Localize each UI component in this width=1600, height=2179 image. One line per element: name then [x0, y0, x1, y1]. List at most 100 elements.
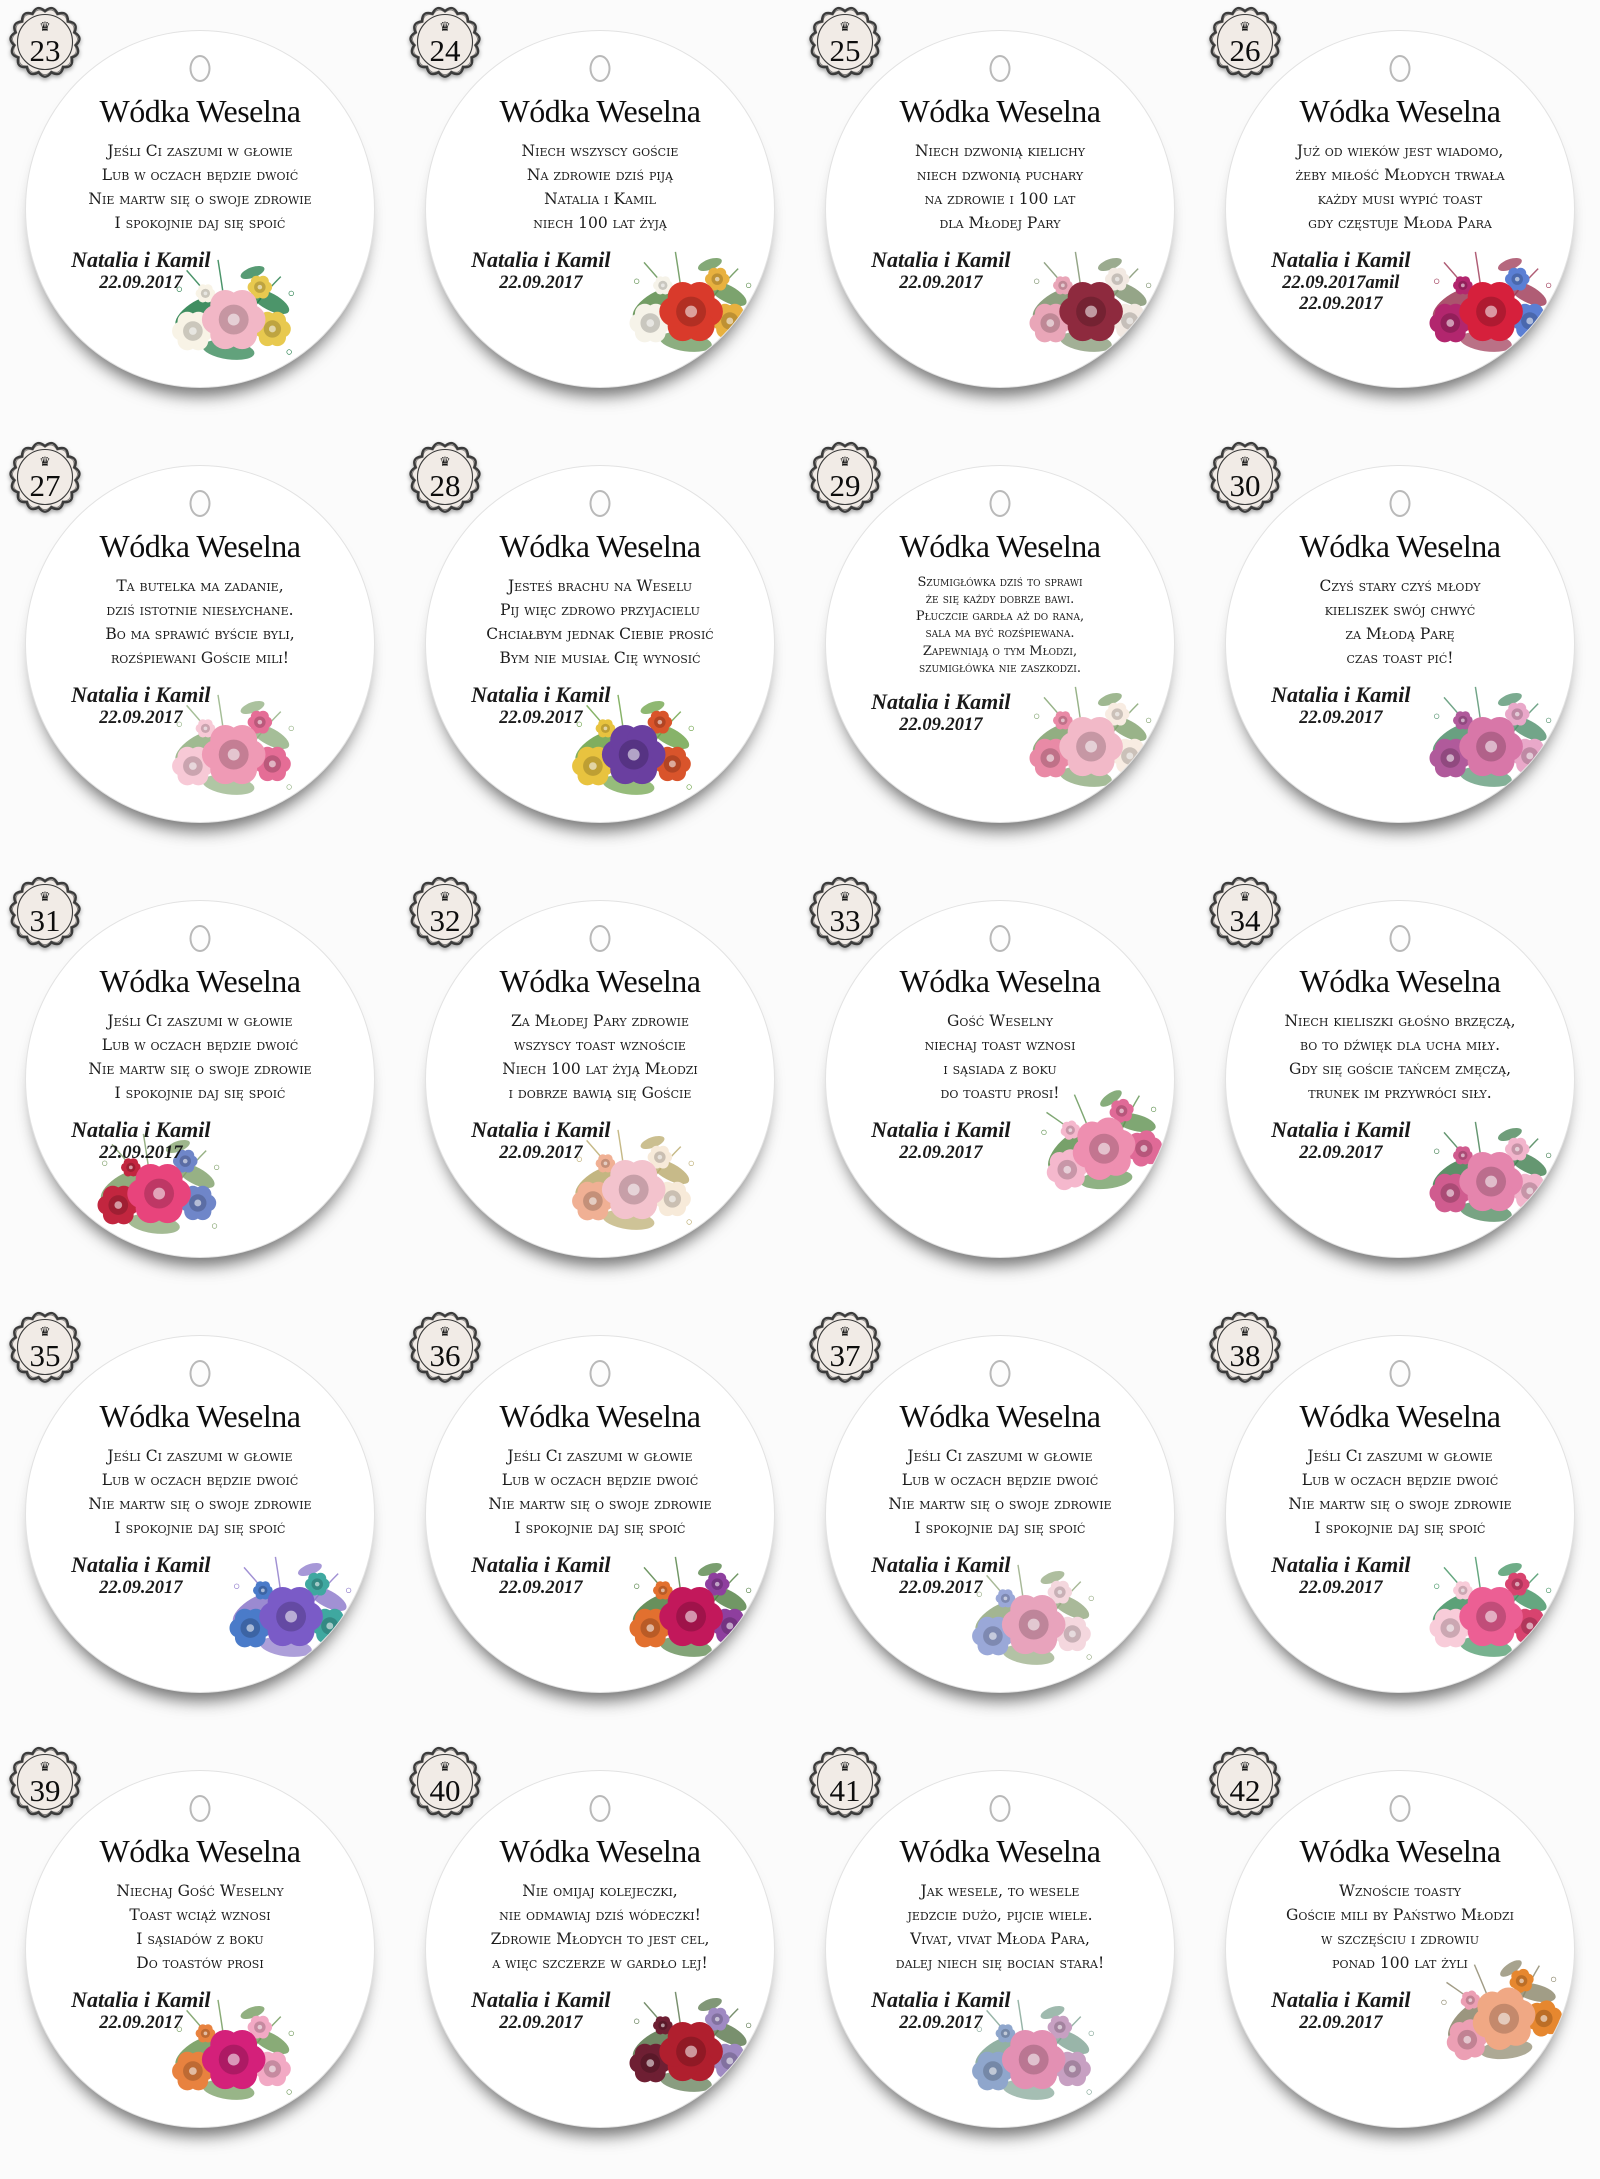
couple-names: Natalia i Kamil: [871, 688, 1011, 714]
svg-text:26: 26: [1230, 33, 1261, 68]
couple-names: Natalia i Kamil: [471, 1552, 611, 1578]
svg-text:29: 29: [830, 468, 861, 503]
wedding-date: 22.09.2017: [1299, 294, 1383, 315]
tag-title: Wódka Weselna: [1299, 1398, 1501, 1434]
svg-text:♛: ♛: [1239, 1324, 1251, 1339]
flower-bouquet-icon: [629, 1991, 752, 2092]
wedding-date: 22.09.2017: [99, 2013, 183, 2034]
poem-line: za Młodą Parę: [1345, 625, 1455, 644]
tag-disc: Wódka Weselna Czyś stary czyś młody kieli…: [1225, 465, 1575, 823]
tag-title: Wódka Weselna: [499, 1398, 701, 1434]
hang-hole-icon: [1389, 1360, 1411, 1387]
poem-line: Chciałbym jednak Ciebie prosić: [486, 625, 714, 644]
number-badge: ♛ 35: [6, 1307, 84, 1385]
couple-names: Natalia i Kamil: [871, 1117, 1011, 1143]
tag-card: ♛ 27 Wódka Weselna Ta butelka ma zadanie,…: [0, 435, 400, 870]
tag-card: ♛ 31 Wódka Weselna Jeśli Ci zaszumi w gło…: [0, 870, 400, 1305]
poem-line: Zapewniają o tym Młodzi,: [922, 643, 1078, 659]
tag-disc: Wódka Weselna Jeśli Ci zaszumi w głowie L…: [825, 1335, 1175, 1693]
wedding-date: 22.09.2017: [99, 1578, 183, 1599]
wedding-date: 22.09.2017: [499, 2013, 583, 2034]
tag-card: ♛ 29 Wódka Weselna Szumigłówka dziś to sp…: [800, 435, 1200, 870]
wedding-date: 22.09.2017: [499, 1143, 583, 1164]
tag-title: Wódka Weselna: [499, 963, 701, 999]
poem-line: Jeśli Ci zaszumi w głowie: [107, 1447, 293, 1465]
flower-bouquet-icon: [1029, 686, 1152, 787]
poem-line: dla Młodej Pary: [939, 214, 1061, 233]
svg-text:38: 38: [1230, 1338, 1261, 1373]
couple-names: Natalia i Kamil: [1271, 1552, 1411, 1578]
svg-text:♛: ♛: [839, 19, 851, 34]
tag-title: Wódka Weselna: [1299, 963, 1501, 999]
hang-hole-icon: [1389, 490, 1411, 517]
poem-line: bo to dźwięk dla ucha miły.: [1300, 1036, 1500, 1055]
signature-block: Natalia i Kamil 22.09.2017: [1226, 1987, 1456, 2034]
tag-poem: Niech wszyscy goście Na zdrowie dziś piją…: [426, 139, 774, 235]
poem-line: Niech 100 lat żyją Młodzi: [502, 1060, 698, 1079]
tag-disc: Wódka Weselna Jak wesele, to wesele jedzc…: [825, 1770, 1175, 2128]
tag-poem: Wznoście toasty Goście mili by Państwo Mł…: [1226, 1879, 1574, 1975]
poem-line: Szumigłówka dziś to sprawi: [917, 575, 1083, 590]
svg-text:42: 42: [1230, 1773, 1261, 1808]
badge-scallop-icon: ♛28: [409, 441, 481, 513]
poem-line: że się każdy dobrze bawi.: [925, 592, 1075, 608]
poem-line: trunek im przywróci siły.: [1308, 1084, 1492, 1103]
poem-line: I spokojnie daj się spoić: [1314, 1519, 1486, 1538]
tag-disc: Wódka Weselna Jesteś brachu na Weselu Pij…: [425, 465, 775, 823]
poem-line: gdy częstuje Młoda Para: [1308, 214, 1492, 233]
signature-block: Natalia i Kamil 22.09.2017: [426, 1117, 656, 1164]
poem-line: i sąsiada z boku: [943, 1060, 1057, 1079]
poem-line: sala ma być rozśpiewana.: [925, 626, 1075, 642]
poem-line: rozśpiewani Goście mili!: [111, 649, 289, 668]
poem-line: Niech dzwonią kielichy: [914, 142, 1085, 160]
poem-line: Nie omijaj kolejeczki,: [522, 1882, 678, 1900]
tag-card: ♛ 25 Wódka Weselna Niech dzwonią kielichy…: [800, 0, 1200, 435]
badge-scallop-icon: ♛31: [9, 876, 81, 948]
badge-scallop-icon: ♛40: [409, 1746, 481, 1818]
number-badge: ♛ 36: [406, 1307, 484, 1385]
tag-poem: Jesteś brachu na Weselu Pij więc zdrowo p…: [426, 574, 774, 670]
poem-line: dziś istotnie niesłychane.: [106, 601, 294, 620]
poem-line: Za Młodej Pary zdrowie: [510, 1012, 690, 1030]
flower-bouquet-icon: [1029, 251, 1152, 352]
svg-text:35: 35: [30, 1338, 61, 1373]
tag-disc: Wódka Weselna Niech wszyscy goście Na zdr…: [425, 30, 775, 388]
tag-title: Wódka Weselna: [1299, 93, 1501, 129]
tag-card: ♛ 35 Wódka Weselna Jeśli Ci zaszumi w gło…: [0, 1305, 400, 1740]
hang-hole-icon: [989, 1795, 1011, 1822]
tag-card: ♛ 42 Wódka Weselna Wznoście toasty Goście …: [1200, 1740, 1600, 2175]
poem-line: dalej niech się bocian stara!: [895, 1954, 1105, 1973]
poem-line: Na zdrowie dziś piją: [526, 166, 674, 185]
wedding-date: 22.09.2017: [899, 1143, 983, 1164]
poem-line: Jeśli Ci zaszumi w głowie: [107, 1012, 293, 1030]
svg-text:♛: ♛: [439, 454, 451, 469]
tag-title: Wódka Weselna: [99, 528, 301, 564]
wedding-date: 22.09.2017: [499, 708, 583, 729]
signature-block: Natalia i Kamil 22.09.2017: [826, 689, 1056, 736]
couple-names: Natalia i Kamil: [71, 1552, 211, 1578]
tag-card: ♛ 24 Wódka Weselna Niech wszyscy goście Na…: [400, 0, 800, 435]
number-badge: ♛ 33: [806, 872, 884, 950]
poem-line: Lub w oczach będzie dwoić: [101, 1036, 299, 1055]
tag-card: ♛ 32 Wódka Weselna Za Młodej Pary zdrowie…: [400, 870, 800, 1305]
tag-poem: Jeśli Ci zaszumi w głowie Lub w oczach bę…: [26, 139, 374, 235]
signature-block: Natalia i Kamil 22.09.2017: [826, 247, 1056, 294]
wedding-date: 22.09.2017: [899, 714, 983, 735]
flower-bouquet-icon: [1441, 1960, 1569, 2061]
number-badge: ♛ 29: [806, 437, 884, 515]
svg-text:25: 25: [830, 33, 861, 68]
tag-card: ♛ 34 Wódka Weselna Niech kieliszki głośno…: [1200, 870, 1600, 1305]
hang-hole-icon: [589, 490, 611, 517]
tag-disc: Wódka Weselna Niech kieliszki głośno brz…: [1225, 900, 1575, 1258]
number-badge: ♛ 26: [1206, 2, 1284, 80]
hang-hole-icon: [189, 925, 211, 952]
tag-poem: Jeśli Ci zaszumi w głowie Lub w oczach bę…: [826, 1444, 1174, 1540]
tag-disc: Wódka Weselna Szumigłówka dziś to sprawi…: [825, 465, 1175, 823]
tag-card: ♛ 26 Wódka Weselna Już od wieków jest wia…: [1200, 0, 1600, 435]
poem-line: Toast wciąż wznosi: [129, 1906, 271, 1925]
svg-text:28: 28: [430, 468, 461, 503]
flower-bouquet-icon: [1429, 251, 1552, 352]
number-badge: ♛ 24: [406, 2, 484, 80]
wedding-date: 22.09.2017: [499, 273, 583, 294]
tag-poem: Nie omijaj kolejeczki, nie odmawiaj dziś …: [426, 1879, 774, 1975]
